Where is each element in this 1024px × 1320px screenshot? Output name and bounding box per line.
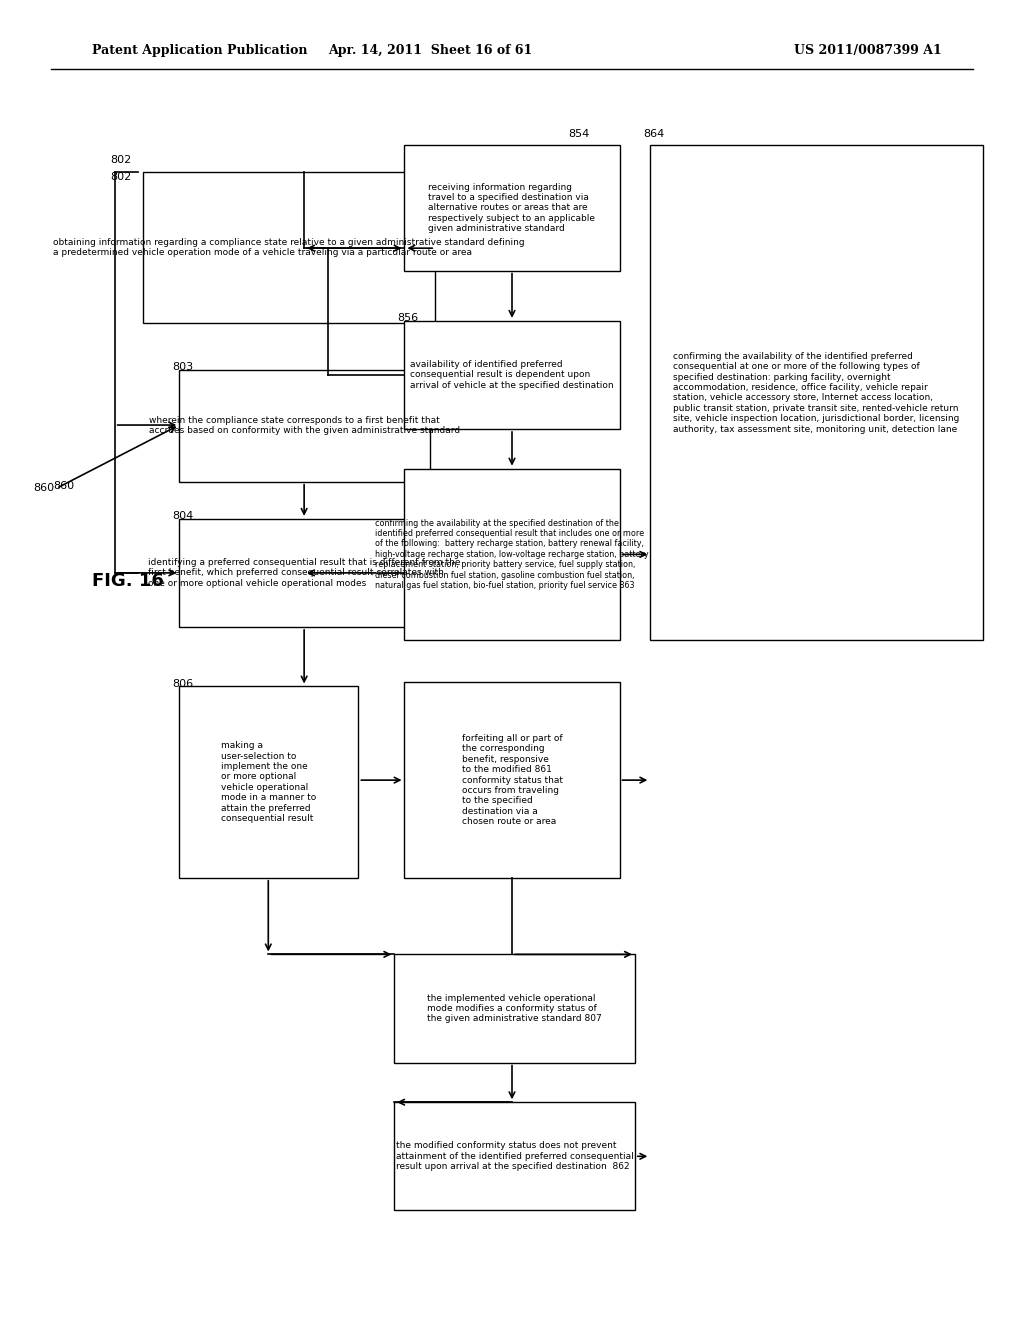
Text: the modified conformity status does not prevent
attainment of the identified pre: the modified conformity status does not … [395, 1142, 634, 1171]
Text: wherein the compliance state corresponds to a first benefit that
accrues based o: wherein the compliance state corresponds… [150, 416, 460, 436]
Bar [143, 172, 435, 323]
Text: 802: 802 [111, 172, 132, 182]
Text: confirming the availability at the specified destination of the
identified prefe: confirming the availability at the speci… [375, 519, 649, 590]
Bar [179, 370, 430, 482]
Text: 856: 856 [397, 313, 419, 323]
Bar [394, 954, 635, 1063]
Bar [179, 686, 358, 878]
Text: US 2011/0087399 A1: US 2011/0087399 A1 [795, 44, 942, 57]
Text: forfeiting all or part of
the corresponding
benefit, responsive
to the modified : forfeiting all or part of the correspond… [462, 734, 562, 826]
Text: Patent Application Publication: Patent Application Publication [92, 44, 307, 57]
Text: receiving information regarding
travel to a specified destination via
alternativ: receiving information regarding travel t… [428, 182, 596, 234]
Bar [404, 682, 620, 878]
Text: 803: 803 [172, 362, 194, 372]
Text: 854: 854 [568, 128, 590, 139]
Text: 860: 860 [53, 480, 75, 491]
Bar [404, 321, 620, 429]
Text: making a
user-selection to
implement the one
or more optional
vehicle operationa: making a user-selection to implement the… [221, 742, 316, 822]
Text: 804: 804 [172, 511, 194, 521]
Bar [404, 145, 620, 271]
Bar [394, 1102, 635, 1210]
Text: obtaining information regarding a compliance state relative to a given administr: obtaining information regarding a compli… [53, 238, 525, 257]
Text: FIG. 16: FIG. 16 [92, 572, 164, 590]
Text: 806: 806 [172, 678, 194, 689]
Text: Apr. 14, 2011  Sheet 16 of 61: Apr. 14, 2011 Sheet 16 of 61 [328, 44, 532, 57]
Text: 860: 860 [33, 483, 54, 494]
Text: 864: 864 [643, 128, 665, 139]
Text: identifying a preferred consequential result that is different from the
first be: identifying a preferred consequential re… [148, 558, 461, 587]
Text: the implemented vehicle operational
mode modifies a conformity status of
the giv: the implemented vehicle operational mode… [427, 994, 602, 1023]
Bar [179, 519, 430, 627]
Text: 802: 802 [111, 154, 132, 165]
Bar [650, 145, 983, 640]
Text: availability of identified preferred
consequential result is dependent upon
arri: availability of identified preferred con… [411, 360, 613, 389]
Text: confirming the availability of the identified preferred
consequential at one or : confirming the availability of the ident… [674, 352, 959, 433]
Bar [404, 469, 620, 640]
